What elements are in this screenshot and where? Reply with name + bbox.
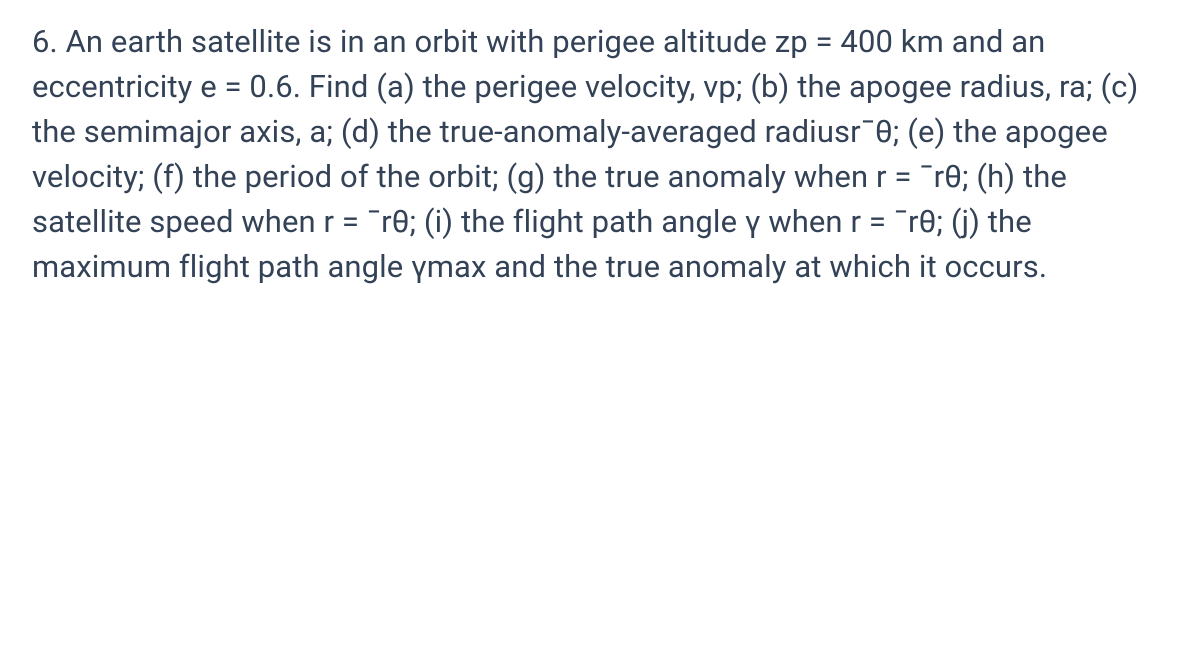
problem-text: 6. An earth satellite is in an orbit wit…	[0, 0, 1200, 310]
